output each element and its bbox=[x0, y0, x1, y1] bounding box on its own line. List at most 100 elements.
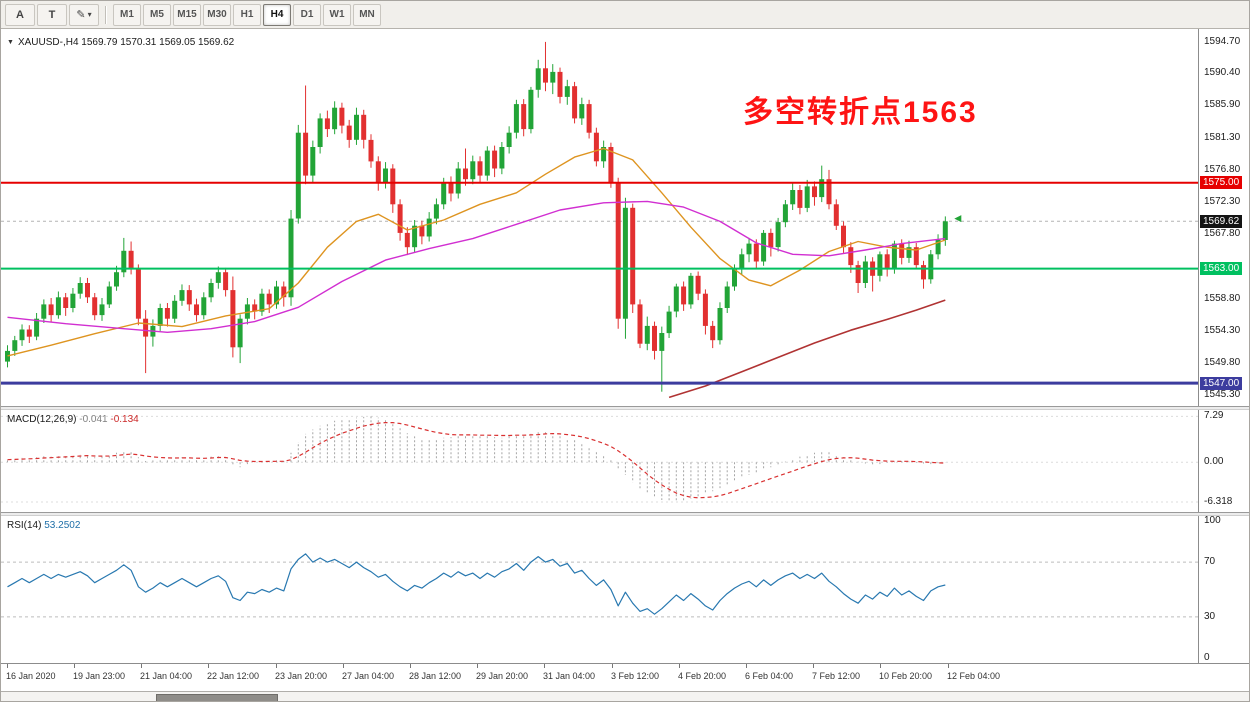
timeframe-button-d1[interactable]: D1 bbox=[293, 3, 321, 26]
price-axis-label: 1549.80 bbox=[1204, 357, 1241, 369]
timeframe-button-m1[interactable]: M1 bbox=[113, 3, 141, 26]
price-axis-label: 1567.80 bbox=[1204, 228, 1241, 240]
price-axis-label: 1572.30 bbox=[1204, 196, 1241, 208]
macd-histogram-group bbox=[7, 416, 946, 502]
panel-splitter-macd[interactable] bbox=[1, 406, 1249, 410]
price-axis-label: 1590.40 bbox=[1204, 66, 1241, 78]
time-axis-tick bbox=[477, 664, 478, 668]
time-axis-tick bbox=[948, 664, 949, 668]
chevron-down-icon: ▾ bbox=[87, 10, 92, 19]
time-axis-tick bbox=[74, 664, 75, 668]
macd-plot[interactable] bbox=[1, 410, 1198, 512]
rsi-line bbox=[7, 553, 946, 615]
time-axis-label: 12 Feb 04:00 bbox=[947, 671, 1001, 681]
time-axis[interactable]: 16 Jan 2020 19 Jan 23:00 21 Jan 04:00 22 Ja… bbox=[1, 663, 1249, 691]
time-axis-tick bbox=[880, 664, 881, 668]
price-axis[interactable]: 1594.70 1590.40 1585.90 1581.30 1576.80 1572.… bbox=[1198, 29, 1249, 406]
time-axis-label: 27 Jan 04:00 bbox=[342, 671, 395, 681]
timeframe-button-w1[interactable]: W1 bbox=[323, 3, 351, 26]
rsi-plot[interactable] bbox=[1, 516, 1198, 663]
time-axis-label: 22 Jan 12:00 bbox=[207, 671, 260, 681]
time-axis-tick bbox=[7, 664, 8, 668]
time-axis-tick bbox=[276, 664, 277, 668]
rsi-axis-label: 0 bbox=[1204, 652, 1210, 663]
timeframe-button-h1[interactable]: H1 bbox=[233, 3, 261, 26]
candlestick-plot[interactable] bbox=[1, 29, 1198, 406]
macd-axis-label: -6.318 bbox=[1204, 496, 1233, 508]
time-axis-label: 3 Feb 12:00 bbox=[611, 671, 660, 681]
timeframe-button-mn[interactable]: MN bbox=[353, 3, 381, 26]
ma-long-darkred bbox=[668, 299, 946, 399]
ma-slow-magenta bbox=[7, 200, 946, 333]
symbol-ohlc-text: XAUUSD-,H4 1569.79 1570.31 1569.05 1569.… bbox=[17, 37, 235, 48]
macd-panel: 7.29 0.00 -6.318 MACD(12,26,9) -0.041 -0.1… bbox=[1, 410, 1249, 512]
rsi-label: RSI(14) 53.2502 bbox=[7, 520, 80, 531]
text-tool-button[interactable]: T bbox=[37, 3, 67, 26]
timeframe-button-m30[interactable]: M30 bbox=[203, 3, 231, 26]
time-axis-label: 16 Jan 2020 bbox=[6, 671, 56, 681]
price-axis-label: 1558.80 bbox=[1204, 292, 1241, 304]
time-axis-tick bbox=[343, 664, 344, 668]
macd-label: MACD(12,26,9) -0.041 -0.134 bbox=[7, 414, 139, 425]
timeframe-button-m5[interactable]: M5 bbox=[143, 3, 171, 26]
time-axis-tick bbox=[679, 664, 680, 668]
horizontal-scrollbar[interactable] bbox=[1, 691, 1249, 701]
time-axis-tick bbox=[612, 664, 613, 668]
main-chart-panel: 1594.70 1590.40 1585.90 1581.30 1576.80 1572.… bbox=[1, 29, 1249, 406]
rsi-panel: 100 70 30 0 RSI(14) 53.2502 bbox=[1, 515, 1249, 663]
time-axis-tick bbox=[746, 664, 747, 668]
timeframe-button-h4[interactable]: H4 bbox=[263, 3, 291, 26]
price-line-badge: 1563.00 bbox=[1200, 262, 1243, 276]
time-axis-tick bbox=[813, 664, 814, 668]
price-line-badge: 1547.00 bbox=[1200, 376, 1243, 390]
price-axis-label: 1581.30 bbox=[1204, 131, 1241, 143]
time-axis-label: 31 Jan 04:00 bbox=[543, 671, 596, 681]
time-axis-label: 23 Jan 20:00 bbox=[275, 671, 328, 681]
timeframe-button-m15[interactable]: M15 bbox=[173, 3, 201, 26]
last-price-marker bbox=[954, 215, 962, 223]
symbol-info: ▼ XAUUSD-,H4 1569.79 1570.31 1569.05 1569… bbox=[7, 37, 234, 48]
time-axis-label: 7 Feb 12:00 bbox=[812, 671, 861, 681]
macd-axis-label: 7.29 bbox=[1204, 410, 1224, 422]
time-axis-label: 19 Jan 23:00 bbox=[73, 671, 126, 681]
macd-axis-label: 0.00 bbox=[1204, 456, 1224, 468]
price-axis-label: 1554.30 bbox=[1204, 324, 1241, 336]
price-axis-label: 1545.30 bbox=[1204, 389, 1241, 401]
rsi-value: 53.2502 bbox=[44, 520, 81, 531]
price-axis-label: 1576.80 bbox=[1204, 163, 1241, 175]
time-axis-label: 10 Feb 20:00 bbox=[879, 671, 933, 681]
time-axis-label: 4 Feb 20:00 bbox=[678, 671, 727, 681]
price-axis-label: 1594.70 bbox=[1204, 35, 1241, 47]
collapse-triangle-icon[interactable]: ▼ bbox=[7, 39, 14, 46]
rsi-axis[interactable]: 100 70 30 0 bbox=[1198, 515, 1249, 663]
toolbar-separator bbox=[105, 5, 107, 24]
time-axis-label: 6 Feb 04:00 bbox=[745, 671, 794, 681]
rsi-axis-label: 100 bbox=[1204, 515, 1221, 526]
time-axis-tick bbox=[544, 664, 545, 668]
rsi-name: RSI(14) bbox=[7, 520, 42, 531]
scrollbar-thumb[interactable] bbox=[156, 694, 278, 701]
time-axis-tick bbox=[410, 664, 411, 668]
chart-annotation-text[interactable]: 多空转折点1563 bbox=[743, 96, 978, 129]
arrow-tool-button[interactable]: A bbox=[5, 3, 35, 26]
price-axis-label: 1585.90 bbox=[1204, 98, 1241, 110]
panel-splitter-rsi[interactable] bbox=[1, 512, 1249, 516]
macd-axis[interactable]: 7.29 0.00 -6.318 bbox=[1198, 410, 1249, 512]
time-axis-label: 28 Jan 12:00 bbox=[409, 671, 462, 681]
time-axis-tick bbox=[208, 664, 209, 668]
drawing-tool-dropdown-button[interactable]: ✎ ▾ bbox=[69, 3, 99, 26]
pencil-icon: ✎ bbox=[76, 9, 86, 21]
rsi-axis-label: 30 bbox=[1204, 610, 1216, 622]
timeframe-buttons: M1 M5 M15 M30 H1 H4 D1 W1 MN bbox=[113, 3, 383, 26]
macd-main-value: -0.041 bbox=[79, 414, 108, 425]
toolbar: A T ✎ ▾ M1 M5 M15 M30 H1 H4 D1 W1 MN bbox=[1, 1, 1249, 29]
candles-group bbox=[5, 41, 948, 392]
time-axis-tick bbox=[141, 664, 142, 668]
macd-signal-value: -0.134 bbox=[110, 414, 139, 425]
macd-name: MACD(12,26,9) bbox=[7, 414, 77, 425]
price-line-badge: 1575.00 bbox=[1200, 176, 1243, 190]
rsi-axis-label: 70 bbox=[1204, 556, 1216, 568]
time-axis-label: 29 Jan 20:00 bbox=[476, 671, 529, 681]
time-axis-label: 21 Jan 04:00 bbox=[140, 671, 193, 681]
